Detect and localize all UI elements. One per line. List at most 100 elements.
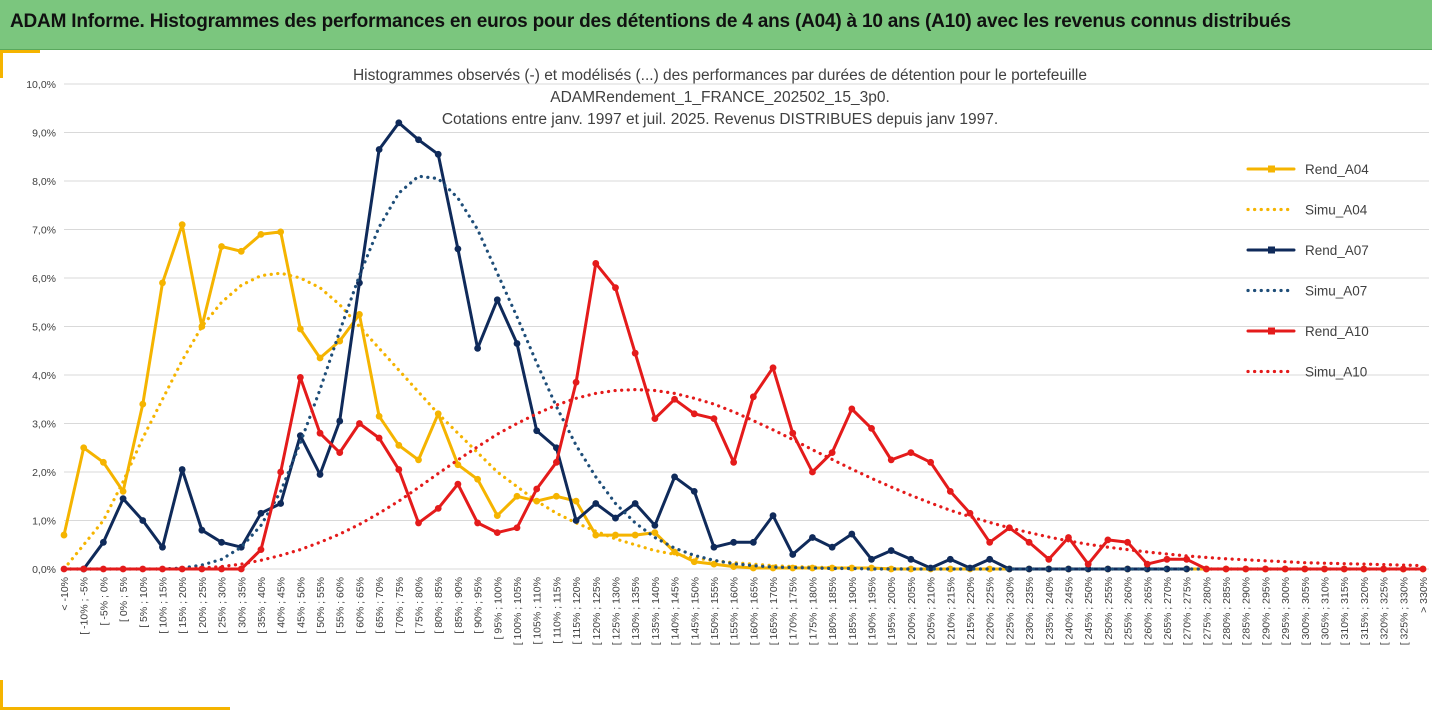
data-point-rend-a07 [316, 471, 324, 478]
data-point-rend-a10 [631, 349, 639, 357]
y-tick-label: 9,0% [32, 128, 56, 140]
data-point-rend-a04 [277, 228, 285, 236]
data-point-rend-a07 [296, 432, 304, 440]
data-point-rend-a10 [1163, 555, 1171, 563]
histogram-chart: 0,0% 1,0% 2,0% 3,0% 4,0% 5,0% 6,0% 7,0% 8,0% 9,0%… [26, 67, 1430, 645]
data-point-rend-a10 [710, 415, 718, 423]
data-point-rend-a04 [986, 565, 994, 573]
x-tick-label: [ 50% ; 55% [315, 577, 327, 634]
data-point-rend-a04 [828, 564, 836, 572]
data-point-rend-a04 [887, 565, 895, 573]
data-point-rend-a04 [907, 565, 915, 573]
x-tick-label: [ 165% ; 170% [768, 577, 780, 645]
data-point-rend-a10 [513, 524, 521, 532]
data-point-rend-a07 [592, 500, 600, 507]
data-point-rend-a07 [651, 521, 659, 529]
x-tick-label: [ 300% ; 305% [1300, 577, 1312, 645]
data-point-rend-a07 [395, 119, 403, 127]
data-point-rend-a10 [1262, 565, 1269, 573]
x-tick-label: > 330% [1418, 577, 1430, 613]
legend-label-simu-a07: Simu_A07 [1305, 284, 1367, 299]
x-tick-label: [ 325% ; 330% [1398, 577, 1410, 645]
data-point-rend-a10 [277, 468, 285, 476]
x-tick-label: [ 225% ; 230% [1004, 577, 1016, 645]
data-point-rend-a10 [907, 449, 915, 456]
data-point-rend-a04 [218, 243, 225, 250]
chart-frame: 0,0% 1,0% 2,0% 3,0% 4,0% 5,0% 6,0% 7,0% 8,0% 9,0%… [0, 50, 1432, 710]
data-point-rend-a10 [690, 410, 698, 418]
data-point-rend-a07 [631, 500, 639, 507]
x-tick-label: [ 295% ; 300% [1280, 577, 1292, 645]
data-point-rend-a07 [119, 495, 127, 503]
data-point-rend-a10 [966, 509, 974, 517]
x-tick-label: [ 185% ; 190% [847, 577, 859, 645]
data-point-rend-a07 [513, 340, 521, 347]
x-tick-label: [ 190% ; 195% [867, 577, 879, 645]
data-point-rend-a07 [99, 538, 107, 546]
data-point-rend-a04 [552, 492, 560, 500]
data-point-rend-a10 [454, 480, 462, 488]
data-point-rend-a07 [809, 534, 816, 541]
x-tick-label: [ 180% ; 185% [827, 577, 839, 645]
data-point-rend-a07 [1045, 565, 1053, 573]
y-tick-label: 1,0% [32, 516, 56, 528]
data-point-rend-a10 [592, 260, 600, 267]
header-banner: ADAM Informe. Histogrammes des performan… [0, 0, 1432, 50]
x-tick-label: [ 60% ; 65% [354, 577, 366, 634]
data-point-rend-a07 [1084, 565, 1092, 573]
data-point-rend-a10 [1222, 565, 1230, 573]
x-tick-label: [ 245% ; 250% [1083, 577, 1095, 645]
data-point-rend-a04 [651, 529, 659, 537]
x-tick-label: < -10% [59, 577, 71, 611]
data-point-rend-a10 [1340, 565, 1348, 573]
x-tick-label: [ 70% ; 75% [394, 577, 406, 634]
data-point-rend-a04 [592, 531, 600, 539]
data-point-rend-a04 [454, 461, 462, 469]
data-point-rend-a10 [789, 429, 797, 437]
x-tick-label: [ 130% ; 135% [630, 577, 642, 645]
chart-title-line: ADAMRendement_1_FRANCE_202502_15_3p0. [550, 89, 890, 106]
x-tick-label: [ 270% ; 275% [1182, 577, 1194, 645]
series-line-simu-a07 [62, 174, 1425, 571]
x-tick-label: [ 55% ; 60% [335, 577, 347, 634]
x-tick-label: [ 235% ; 240% [1044, 577, 1056, 645]
data-point-rend-a10 [316, 429, 324, 437]
x-tick-label: [ 260% ; 265% [1142, 577, 1154, 645]
data-point-rend-a07 [493, 296, 501, 304]
data-point-rend-a10 [336, 449, 344, 456]
y-tick-label: 0,0% [32, 564, 56, 576]
data-point-rend-a07 [1065, 565, 1072, 573]
data-point-rend-a10 [1065, 534, 1072, 541]
data-point-rend-a07 [1104, 565, 1112, 573]
data-point-rend-a10 [651, 415, 659, 423]
x-tick-label: [ 115% ; 120% [571, 577, 583, 645]
data-point-rend-a07 [1143, 565, 1151, 573]
x-tick-label: [ 100% ; 105% [512, 577, 524, 645]
data-point-rend-a10 [1143, 560, 1151, 568]
x-tick-label: [ 85% ; 90% [453, 577, 465, 634]
x-tick-label: [ 220% ; 225% [985, 577, 997, 645]
data-point-rend-a04 [631, 531, 639, 539]
data-point-rend-a07 [375, 146, 383, 153]
x-tick-label: [ 240% ; 245% [1063, 577, 1075, 645]
data-point-rend-a10 [572, 378, 580, 386]
x-tick-label: [ 160% ; 165% [748, 577, 760, 645]
legend-label-simu-a10: Simu_A10 [1305, 365, 1367, 380]
x-tick-label: [ 40% ; 45% [276, 577, 288, 634]
x-tick-label: [ 25% ; 30% [217, 577, 229, 634]
data-point-rend-a04 [375, 412, 383, 420]
data-point-rend-a07 [690, 488, 698, 495]
data-point-rend-a04 [572, 497, 580, 505]
data-point-rend-a07 [198, 526, 206, 534]
data-point-rend-a10 [493, 529, 501, 537]
data-point-rend-a04 [296, 325, 304, 333]
x-tick-label: [ 65% ; 70% [374, 577, 386, 634]
x-tick-label: [ 10% ; 15% [157, 577, 169, 634]
y-tick-label: 3,0% [32, 419, 56, 431]
accent-corner-left-bottom [0, 680, 3, 710]
data-point-rend-a10 [1025, 538, 1033, 546]
data-point-rend-a07 [159, 543, 166, 551]
data-point-rend-a10 [927, 458, 935, 466]
data-point-rend-a04 [119, 488, 127, 495]
data-point-rend-a10 [828, 449, 836, 456]
